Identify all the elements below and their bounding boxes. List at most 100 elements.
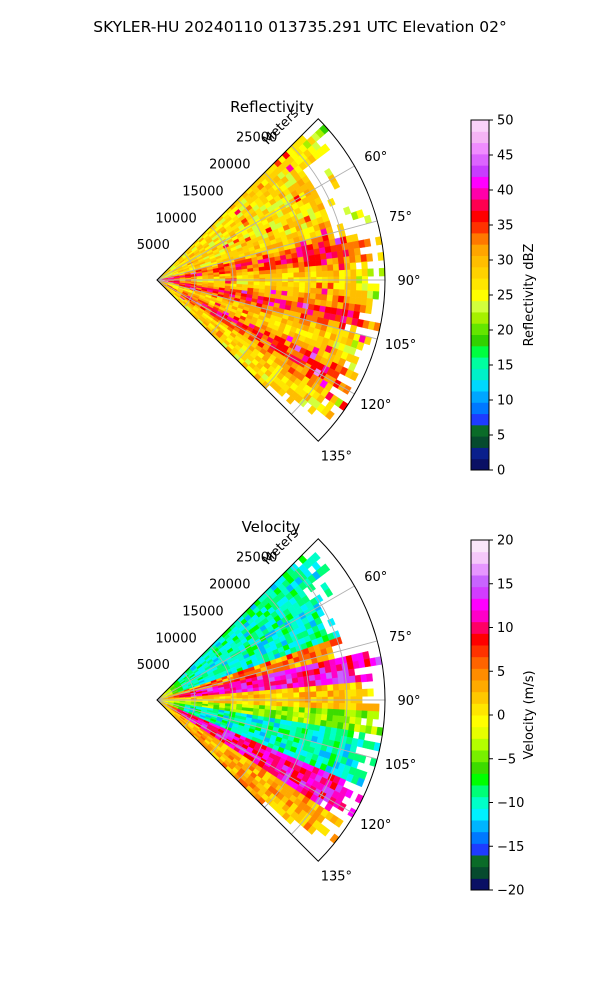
data-cell: [310, 685, 317, 693]
data-cell: [286, 291, 294, 297]
radial-tick-label: 5000: [137, 658, 170, 673]
colorbar-swatch: [471, 796, 489, 809]
data-cell: [350, 283, 357, 291]
data-cell: [304, 271, 312, 278]
colorbar-swatch: [471, 165, 489, 177]
colorbar-swatch: [471, 808, 489, 821]
data-cell: [304, 287, 311, 294]
data-cell: [287, 267, 294, 274]
data-cell: [337, 715, 345, 724]
azimuth-tick-label: 90°: [397, 694, 420, 709]
data-cell: [332, 677, 339, 685]
data-cell: [258, 690, 266, 695]
data-cell: [292, 711, 300, 718]
data-cell: [236, 272, 243, 277]
data-cell: [282, 281, 289, 288]
data-cell: [363, 238, 372, 248]
data-cell: [270, 273, 277, 279]
radial-tick-label: 20000: [209, 578, 250, 593]
data-cell: [356, 283, 363, 291]
reflectivity-colorbar-label: Reflectivity dBZ: [522, 244, 537, 347]
data-cell: [327, 690, 334, 698]
data-cell: [247, 691, 254, 696]
data-cell: [325, 300, 333, 308]
data-cell: [315, 288, 323, 295]
data-cell: [356, 269, 363, 277]
data-cell: [355, 681, 363, 690]
data-cell: [350, 703, 357, 711]
colorbar-swatch: [471, 255, 489, 268]
data-cell: [307, 825, 317, 835]
data-cell: [325, 410, 335, 421]
colorbar-tick-label: 30: [497, 254, 514, 269]
data-cell: [344, 788, 354, 799]
data-cell: [303, 292, 311, 299]
azimuth-tick-label: 105°: [385, 758, 416, 773]
data-cell: [309, 680, 317, 687]
data-cell: [276, 693, 283, 699]
data-cell: [236, 275, 243, 279]
data-cell: [304, 707, 311, 714]
data-cell: [310, 282, 317, 289]
data-cell: [292, 682, 300, 689]
data-cell: [298, 266, 306, 273]
data-cell: [320, 253, 327, 261]
data-cell: [277, 388, 287, 397]
azimuth-tick-label: 120°: [360, 398, 391, 413]
data-cell: [276, 706, 283, 712]
data-cell: [213, 696, 220, 700]
data-cell: [286, 263, 294, 269]
data-cell: [287, 272, 294, 278]
colorbar-swatch: [471, 221, 489, 234]
data-cell: [320, 714, 328, 722]
data-cell: [327, 708, 334, 716]
data-cell: [316, 702, 323, 709]
data-cell: [344, 703, 351, 711]
data-cell: [333, 282, 340, 290]
data-cell: [310, 707, 317, 715]
data-cell: [321, 282, 329, 290]
data-cell: [338, 263, 346, 271]
data-cell: [276, 286, 283, 292]
data-cell: [259, 274, 266, 279]
data-cell: [350, 269, 357, 277]
velocity-sector: 5000 10000 15000 20000 25000 60° 75° 90° 105° 120…: [137, 538, 421, 884]
azimuth-tick-label: 120°: [360, 818, 391, 833]
colorbar-swatch: [471, 289, 489, 302]
data-cell: [309, 260, 317, 267]
azimuth-spoke: [156, 220, 378, 281]
azimuth-tick-label: 105°: [385, 338, 416, 353]
data-cell: [321, 270, 329, 278]
colorbar-swatch: [471, 300, 489, 313]
data-cell: [270, 269, 277, 275]
colorbar-swatch: [471, 232, 489, 245]
colorbar-swatch: [471, 680, 489, 693]
data-cell: [321, 708, 328, 716]
data-cell: [286, 683, 294, 689]
data-cell: [315, 259, 322, 267]
data-cell: [367, 688, 374, 697]
data-cell: [327, 270, 334, 278]
data-cell: [208, 276, 215, 280]
colorbar-swatch: [471, 357, 489, 369]
data-cell: [287, 692, 294, 698]
colorbar-tick-label: −20: [497, 884, 524, 899]
colorbar-swatch: [471, 176, 489, 189]
data-cell: [310, 287, 317, 295]
colorbar-swatch: [471, 726, 489, 739]
data-cell: [315, 713, 322, 721]
data-cell: [314, 299, 322, 307]
data-cell: [331, 180, 341, 190]
colorbar-swatch: [471, 436, 489, 448]
azimuth-spoke: [156, 699, 378, 760]
radial-tick-label: 25000: [236, 131, 277, 146]
colorbar-swatch: [471, 656, 489, 669]
data-cell: [366, 718, 374, 727]
data-cell: [293, 702, 300, 708]
data-cell: [282, 692, 289, 699]
data-cell: [332, 257, 339, 265]
data-cell: [298, 398, 308, 408]
data-cell: [320, 299, 327, 307]
colorbar-tick-label: 5: [497, 665, 505, 680]
data-cell: [281, 706, 289, 712]
